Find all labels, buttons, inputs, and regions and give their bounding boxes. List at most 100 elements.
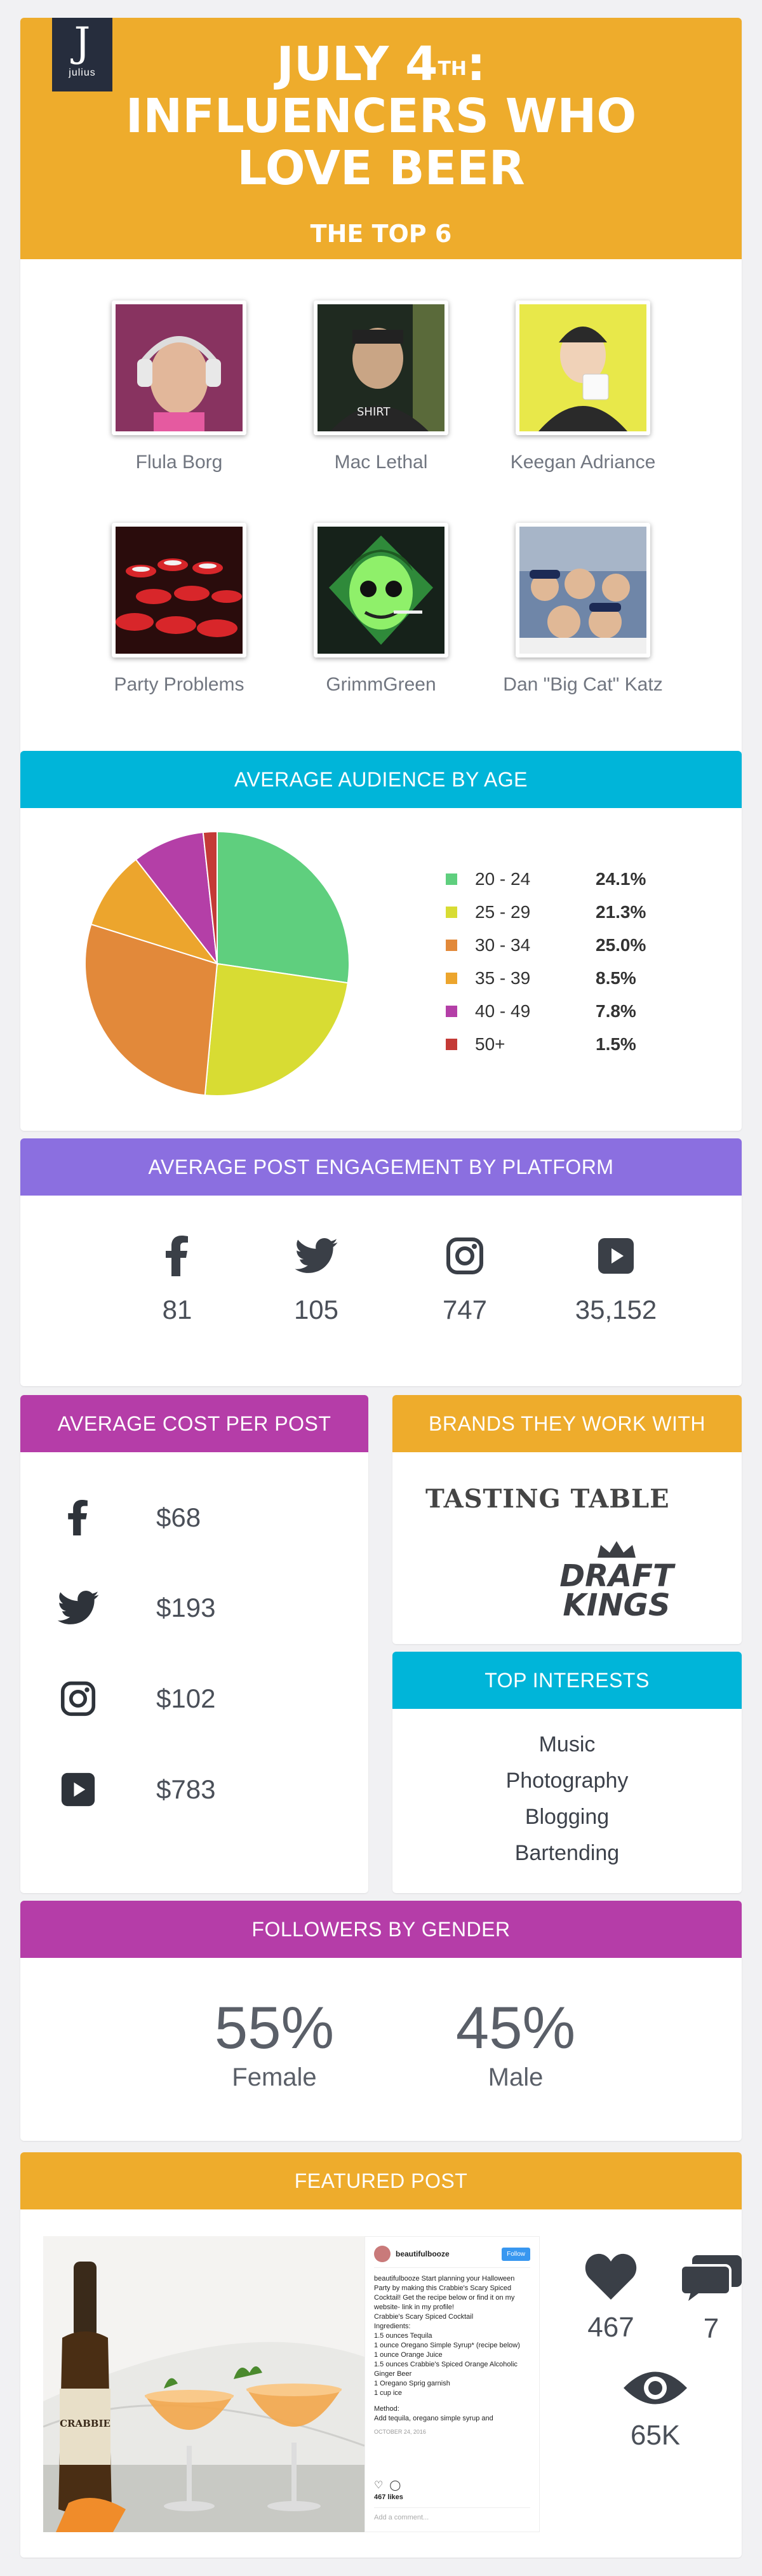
like-icon[interactable]: ♡ [374, 2480, 384, 2491]
post-date: OCTOBER 24, 2016 [374, 2429, 426, 2435]
cost-value: $68 [156, 1502, 201, 1532]
cocktail-glass-1 [145, 2390, 234, 2511]
legend-value: 25.0% [596, 935, 646, 955]
legend-item: 35 - 39 8.5% [446, 962, 646, 995]
avatar [112, 523, 246, 657]
pie-legend: 20 - 24 24.1% 25 - 29 21.3% 30 - 34 25.0% 35 -… [446, 863, 646, 1061]
follow-button[interactable]: Follow [502, 2247, 530, 2261]
comment-icon[interactable]: ◯ [389, 2480, 401, 2491]
twitter-icon [56, 1591, 100, 1625]
age-pie-chart [84, 830, 350, 1096]
title-superscript: TH [438, 58, 467, 80]
pie-slice-3 [84, 923, 218, 1096]
comments-value: 7 [703, 2313, 719, 2344]
engagement-youtube: 35,152 [540, 1234, 692, 1325]
cost-row: $783 [56, 1767, 215, 1812]
comments-stat: 7 [660, 2254, 742, 2345]
title-line2: Influencers Who [125, 89, 637, 144]
section-heading: BRANDS THEY WORK WITH [392, 1395, 742, 1452]
logo-mark: J [74, 19, 91, 66]
interest-item: Blogging [525, 1805, 610, 1829]
svg-text:SHIRT: SHIRT [357, 405, 391, 419]
legend-swatch [446, 873, 457, 885]
influencer-card[interactable]: Dan "Big Cat" Katz [488, 523, 678, 696]
julius-logo[interactable]: J julius [52, 18, 112, 91]
male-percent: 45% [455, 1994, 576, 2061]
eye-icon [624, 2371, 687, 2404]
caption-line: 1 ounce Oregano Simple Syrup* (recipe be… [374, 2342, 520, 2349]
influencer-card[interactable]: Flula Borg [84, 300, 274, 473]
caption-line: Crabbie's Scary Spiced Cocktail [374, 2313, 474, 2321]
influencer-card[interactable]: GrimmGreen [286, 523, 476, 696]
influencer-card[interactable]: SHIRT Mac Lethal [286, 300, 476, 473]
page-title: July 4TH: Influencers Who Love Beer [20, 18, 742, 194]
legend-value: 24.1% [596, 869, 646, 889]
legend-swatch [446, 940, 457, 951]
brand-logo-text: TASTING TABLE [425, 1484, 670, 1514]
interest-item: Bartending [514, 1841, 620, 1865]
influencer-name: Party Problems [114, 674, 244, 695]
legend-swatch [446, 973, 457, 984]
cost-card: AVERAGE COST PER POST $68 $193 $102 $783 [20, 1395, 368, 1893]
featured-post-image[interactable]: CRABBIE [43, 2236, 364, 2532]
influencer-card[interactable]: Keegan Adriance [488, 300, 678, 473]
engagement-facebook: 81 [101, 1234, 253, 1325]
legend-value: 7.8% [596, 1001, 636, 1021]
avatar: SHIRT [314, 300, 448, 435]
comment-input[interactable]: Add a comment... [374, 2507, 530, 2523]
cost-value: $193 [156, 1593, 216, 1622]
post-username[interactable]: beautifulbooze [396, 2249, 450, 2258]
age-card: AVERAGE AUDIENCE BY AGE 20 - 24 24.1% 25 -… [20, 751, 742, 1131]
influencer-card[interactable]: Party Problems [84, 523, 274, 696]
legend-value: 8.5% [596, 968, 636, 988]
heart-icon [585, 2253, 637, 2300]
legend-label: 30 - 34 [475, 935, 531, 955]
featured-card: FEATURED POST CRABBIE [20, 2152, 742, 2558]
female-percent: 55% [214, 1994, 335, 2061]
engagement-card: AVERAGE POST ENGAGEMENT BY PLATFORM 81 1… [20, 1138, 742, 1386]
twitter-icon [240, 1234, 392, 1278]
caption-line: Method: [374, 2405, 399, 2413]
facebook-icon [56, 1500, 100, 1535]
interest-item: Photography [505, 1769, 629, 1793]
influencer-name: Flula Borg [135, 452, 223, 473]
comment-icon [679, 2255, 742, 2301]
cost-row: $102 [56, 1676, 215, 1721]
legend-swatch [446, 907, 457, 918]
title-colon: : [467, 37, 486, 91]
page-subtitle: THE TOP 6 [310, 220, 452, 248]
legend-label: 50+ [475, 1034, 505, 1054]
section-heading: TOP INTERESTS [392, 1652, 742, 1709]
instagram-icon [389, 1234, 541, 1278]
caption-line: beautifulbooze Start planning your Hallo… [374, 2275, 515, 2311]
legend-item: 50+ 1.5% [446, 1028, 646, 1061]
caption-line: 1 Oregano Sprig garnish [374, 2380, 450, 2387]
influencer-name: Dan "Big Cat" Katz [503, 674, 663, 695]
likes-value: 467 [587, 2312, 634, 2343]
engagement-twitter: 105 [240, 1234, 392, 1325]
avatar [516, 523, 650, 657]
engagement-value: 105 [293, 1295, 339, 1325]
legend-item: 40 - 49 7.8% [446, 995, 646, 1028]
avatar [516, 300, 650, 435]
youtube-icon [56, 1772, 100, 1807]
brand-logo-draftkings[interactable]: DRAFT KINGS [544, 1540, 690, 1621]
engagement-value: 747 [442, 1295, 488, 1325]
brand-logo-tasting-table[interactable]: TASTING TABLE [425, 1484, 670, 1514]
engagement-instagram: 747 [389, 1234, 541, 1325]
post-likes: 467 likes [374, 2493, 403, 2501]
cost-row: $193 [56, 1586, 215, 1630]
legend-item: 30 - 34 25.0% [446, 929, 646, 962]
legend-label: 35 - 39 [475, 968, 531, 988]
youtube-icon [540, 1234, 692, 1278]
legend-label: 25 - 29 [475, 902, 531, 922]
influencer-name: GrimmGreen [326, 674, 436, 695]
engagement-value: 35,152 [575, 1295, 657, 1325]
section-heading: FEATURED POST [20, 2152, 742, 2209]
title-line1: July 4 [276, 37, 438, 91]
pie-slice-6 [202, 830, 218, 964]
caption-line: 1 cup ice [374, 2389, 403, 2397]
legend-item: 20 - 24 24.1% [446, 863, 646, 896]
gender-female: 55% Female [185, 1996, 363, 2092]
legend-label: 40 - 49 [475, 1001, 531, 1021]
